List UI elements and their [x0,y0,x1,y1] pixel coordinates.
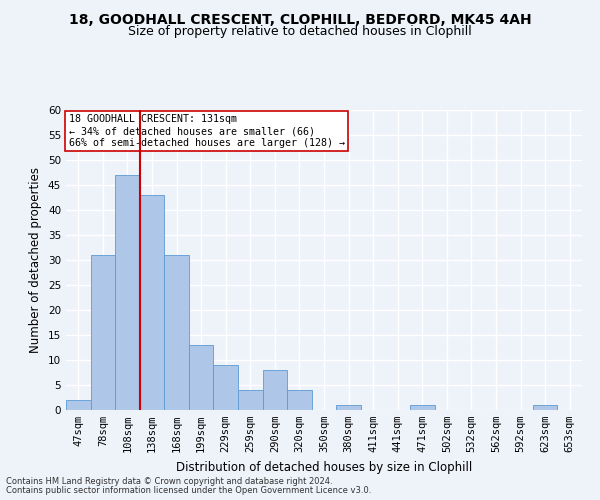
Y-axis label: Number of detached properties: Number of detached properties [29,167,43,353]
Bar [214,365,238,410]
Text: Size of property relative to detached houses in Clophill: Size of property relative to detached ho… [128,25,472,38]
Bar [238,390,263,410]
Text: Contains public sector information licensed under the Open Government Licence v3: Contains public sector information licen… [6,486,371,495]
Bar [115,175,140,410]
Bar [66,400,91,410]
Text: 18, GOODHALL CRESCENT, CLOPHILL, BEDFORD, MK45 4AH: 18, GOODHALL CRESCENT, CLOPHILL, BEDFORD… [68,12,532,26]
X-axis label: Distribution of detached houses by size in Clophill: Distribution of detached houses by size … [176,460,472,473]
Text: 18 GOODHALL CRESCENT: 131sqm
← 34% of detached houses are smaller (66)
66% of se: 18 GOODHALL CRESCENT: 131sqm ← 34% of de… [68,114,344,148]
Bar [91,255,115,410]
Bar [140,195,164,410]
Bar [189,345,214,410]
Bar [533,405,557,410]
Bar [263,370,287,410]
Text: Contains HM Land Registry data © Crown copyright and database right 2024.: Contains HM Land Registry data © Crown c… [6,477,332,486]
Bar [410,405,434,410]
Bar [164,255,189,410]
Bar [287,390,312,410]
Bar [336,405,361,410]
